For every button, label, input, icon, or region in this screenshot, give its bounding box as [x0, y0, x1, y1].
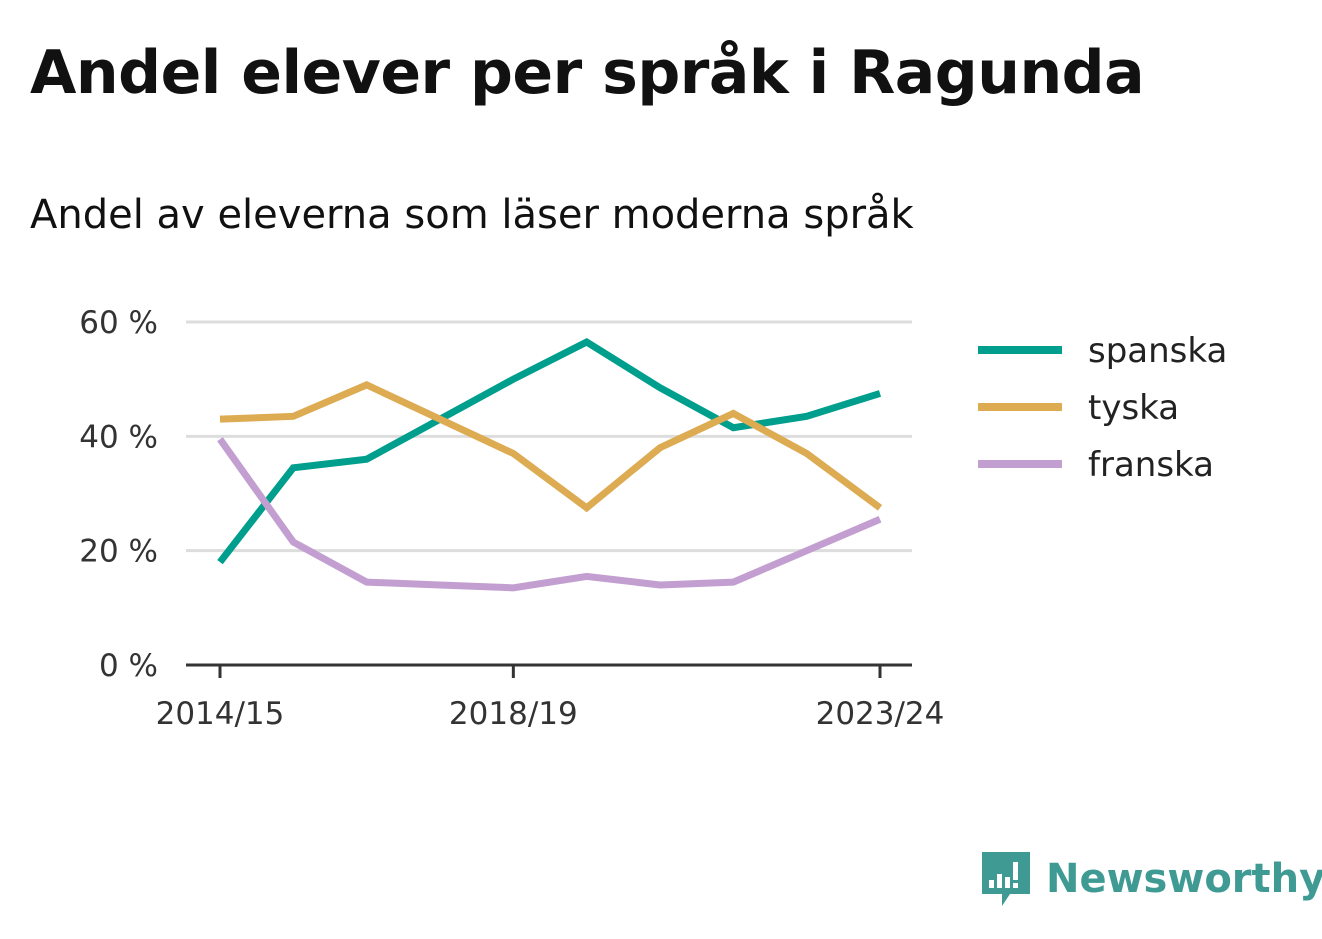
gridlines	[186, 320, 912, 553]
x-tick-label: 2018/19	[449, 696, 578, 732]
legend-label-tyska: tyska	[1088, 388, 1179, 428]
legend-label-franska: franska	[1088, 445, 1214, 485]
series-line-tyska	[219, 381, 883, 513]
newsworthy-logo-icon	[982, 852, 1030, 906]
y-axis: 0 % 20 % 40 % 60 %	[79, 305, 158, 684]
x-axis: 2014/15 2018/19 2023/24	[156, 663, 945, 732]
series-lines	[217, 337, 883, 592]
y-tick-label: 40 %	[79, 419, 158, 455]
brand-logo: Newsworthy	[980, 850, 1322, 908]
x-tick-label: 2023/24	[816, 696, 945, 732]
y-tick-label: 60 %	[79, 305, 158, 341]
chart-subtitle: Andel av eleverna som läser moderna språ…	[30, 192, 914, 238]
y-tick-label: 0 %	[99, 648, 158, 684]
legend-label-spanska: spanska	[1088, 331, 1227, 371]
chart-title: Andel elever per språk i Ragunda	[30, 38, 1145, 108]
series-line-spanska	[217, 337, 882, 565]
x-tick-label: 2014/15	[156, 696, 285, 732]
brand-name: Newsworthy	[1046, 856, 1322, 902]
legend: spanska tyska franska	[978, 331, 1227, 485]
y-tick-label: 20 %	[79, 534, 158, 570]
series-line-franska	[217, 437, 882, 592]
